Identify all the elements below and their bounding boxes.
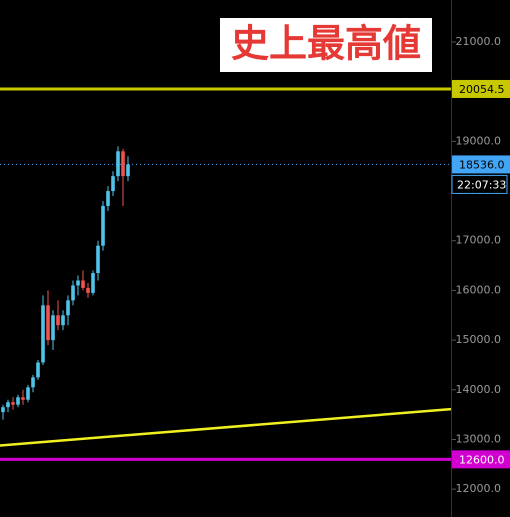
candle-body xyxy=(111,176,115,192)
candle-body xyxy=(16,397,20,405)
candle-body xyxy=(81,280,85,288)
y-tick-label: 16000.0 xyxy=(456,283,502,296)
candle-body xyxy=(1,407,5,413)
candle-body xyxy=(6,402,10,408)
candle-body xyxy=(31,377,35,388)
candle-body xyxy=(36,362,40,378)
candle-body xyxy=(56,315,60,326)
level-label-box xyxy=(452,79,510,98)
candle-body xyxy=(46,305,50,341)
annotation: 史上最高値 xyxy=(231,22,421,66)
last-price-label: 18536.0 xyxy=(459,158,505,171)
level-label: 12600.0 xyxy=(459,453,505,466)
candle-body xyxy=(121,151,125,177)
candle-body xyxy=(126,164,130,177)
last-price-box xyxy=(452,155,510,174)
trend-line xyxy=(0,407,452,447)
candle-body xyxy=(116,151,120,177)
y-tick-label: 19000.0 xyxy=(456,134,502,147)
level-label: 20054.5 xyxy=(459,83,505,96)
candle-body xyxy=(91,273,95,293)
candle-body xyxy=(21,397,25,400)
countdown-box xyxy=(451,174,508,194)
candle-body xyxy=(41,305,45,363)
y-tick-label: 13000.0 xyxy=(456,432,502,445)
candle-body xyxy=(11,402,15,405)
candle-body xyxy=(106,191,110,206)
candle-body xyxy=(66,300,70,316)
candle-body xyxy=(76,280,80,286)
candle-body xyxy=(26,387,30,400)
countdown: 22:07:33 xyxy=(457,178,506,191)
candle-body xyxy=(61,315,65,326)
candle-body xyxy=(96,245,100,274)
candle-body xyxy=(71,285,75,301)
candle-body xyxy=(101,205,105,246)
y-tick-label: 21000.0 xyxy=(456,35,502,48)
annotation-box xyxy=(220,18,432,72)
level-label-box xyxy=(452,450,510,469)
candle-body xyxy=(86,287,90,293)
y-tick-label: 15000.0 xyxy=(456,333,502,346)
y-tick-label: 17000.0 xyxy=(456,234,502,247)
y-tick-label: 14000.0 xyxy=(456,383,502,396)
y-tick-label: 12000.0 xyxy=(456,482,502,495)
candle-body xyxy=(51,315,55,341)
